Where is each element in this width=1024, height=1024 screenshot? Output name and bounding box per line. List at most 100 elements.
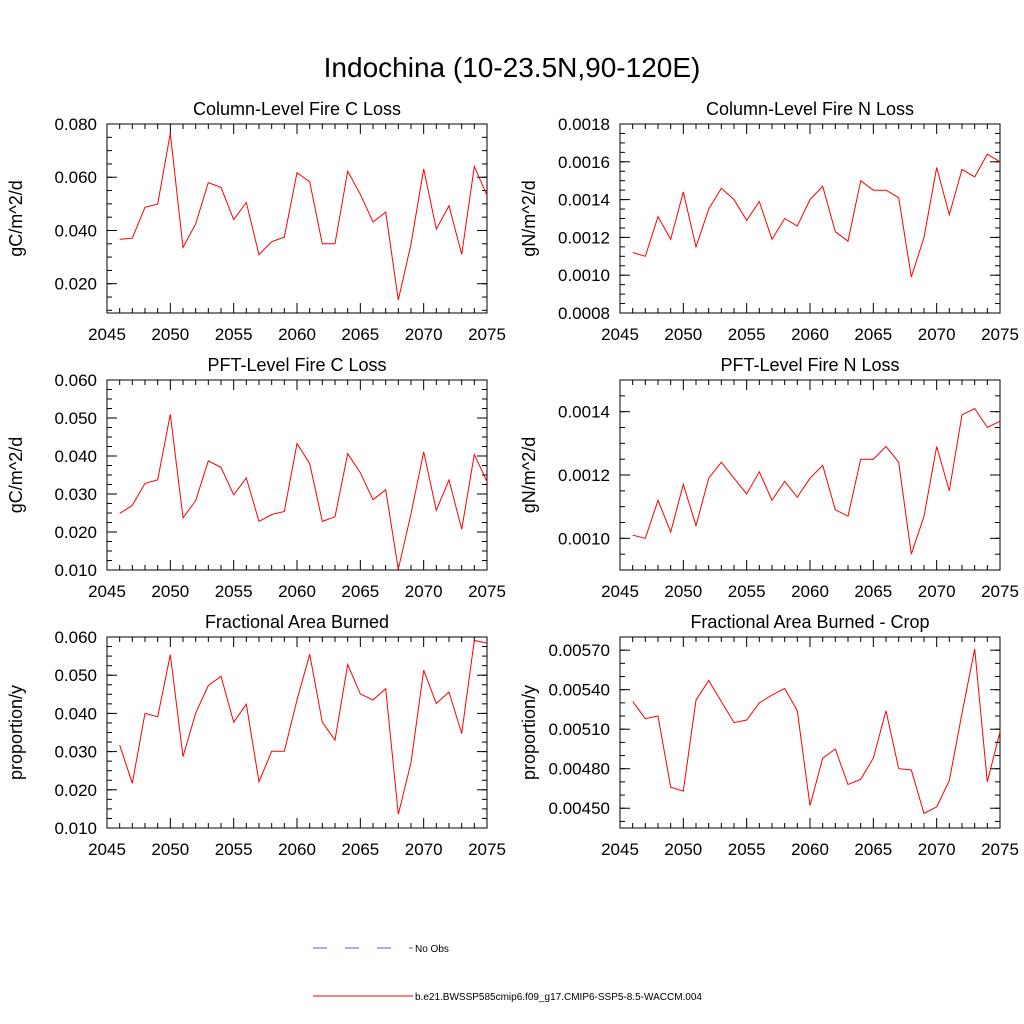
axis-ticks bbox=[106, 379, 488, 571]
y-axis-label: proportion/y bbox=[6, 685, 26, 780]
x-tick-label: 2070 bbox=[918, 840, 956, 859]
x-tick-label: 2050 bbox=[151, 840, 189, 859]
x-tick-label: 2050 bbox=[151, 582, 189, 601]
y-tick-label: 0.0014 bbox=[558, 191, 610, 210]
y-tick-label: 0.00540 bbox=[549, 681, 610, 700]
x-tick-label: 2050 bbox=[664, 582, 702, 601]
x-tick-label: 2070 bbox=[405, 325, 443, 344]
y-tick-label: 0.00450 bbox=[549, 799, 610, 818]
series-line-1 bbox=[632, 648, 1001, 815]
series-line-1 bbox=[632, 407, 1001, 555]
panels: 0.020 0.040 0.060 0.080 2045 2050 2055 2060 2065… bbox=[6, 99, 1019, 859]
y-tick-label: 0.030 bbox=[54, 743, 97, 762]
series-line-1 bbox=[119, 639, 488, 815]
y-tick-label: 0.040 bbox=[54, 704, 97, 723]
legend: No Obs b.e21.BWSSP585cmip6.f09_g17.CMIP6… bbox=[313, 944, 702, 1003]
y-tick-label: 0.060 bbox=[54, 628, 97, 647]
y-tick-label: 0.0012 bbox=[558, 466, 610, 485]
legend-label-model: b.e21.BWSSP585cmip6.f09_g17.CMIP6-SSP5-8… bbox=[415, 992, 702, 1003]
x-tick-label: 2070 bbox=[918, 582, 956, 601]
y-tick-label: 0.010 bbox=[54, 819, 97, 838]
y-axis-label: gC/m^2/d bbox=[6, 180, 26, 256]
y-axis-label: gN/m^2/d bbox=[519, 180, 539, 256]
chart-title: PFT-Level Fire N Loss bbox=[720, 355, 899, 375]
y-tick-label: 0.0012 bbox=[558, 228, 610, 247]
y-tick-label: 0.040 bbox=[54, 447, 97, 466]
y-tick-label: 0.0018 bbox=[558, 115, 610, 134]
x-tick-label: 2070 bbox=[405, 582, 443, 601]
chart-title: Fractional Area Burned bbox=[205, 612, 389, 632]
x-tick-label: 2075 bbox=[981, 840, 1019, 859]
y-tick-label: 0.0016 bbox=[558, 153, 610, 172]
x-tick-label: 2070 bbox=[405, 840, 443, 859]
y-tick-label: 0.0010 bbox=[558, 266, 610, 285]
x-tick-label: 2065 bbox=[854, 840, 892, 859]
y-tick-label: 0.050 bbox=[54, 409, 97, 428]
chart-panel-4: 0.0010 0.0012 0.0014 2045 2050 2055 2060 2065 20… bbox=[519, 355, 1019, 601]
x-tick-label: 2060 bbox=[278, 840, 316, 859]
x-tick-label: 2050 bbox=[151, 325, 189, 344]
y-tick-label: 0.030 bbox=[54, 485, 97, 504]
axis-ticks bbox=[619, 636, 1001, 828]
x-tick-label: 2060 bbox=[278, 582, 316, 601]
chart-panel-6: 0.00450 0.00480 0.00510 0.00540 0.00570 2045 2… bbox=[519, 612, 1019, 859]
x-tick-label: 2075 bbox=[468, 840, 506, 859]
y-tick-label: 0.060 bbox=[54, 371, 97, 390]
y-tick-label: 0.080 bbox=[54, 115, 97, 134]
x-tick-label: 2075 bbox=[468, 325, 506, 344]
series-line-1 bbox=[119, 133, 488, 301]
y-tick-label: 0.00480 bbox=[549, 760, 610, 779]
x-tick-label: 2075 bbox=[468, 582, 506, 601]
series-line-1 bbox=[632, 153, 1001, 278]
x-tick-label: 2065 bbox=[854, 582, 892, 601]
y-axis-label: proportion/y bbox=[519, 685, 539, 780]
x-tick-label: 2055 bbox=[728, 840, 766, 859]
x-tick-label: 2060 bbox=[791, 840, 829, 859]
x-tick-label: 2075 bbox=[981, 582, 1019, 601]
x-tick-label: 2075 bbox=[981, 325, 1019, 344]
y-tick-label: 0.00510 bbox=[549, 720, 610, 739]
y-axis-label: gC/m^2/d bbox=[6, 437, 26, 513]
x-tick-label: 2045 bbox=[601, 840, 639, 859]
y-tick-label: 0.00570 bbox=[549, 641, 610, 660]
axis-ticks bbox=[106, 123, 488, 313]
x-tick-label: 2055 bbox=[728, 582, 766, 601]
y-tick-label: 0.010 bbox=[54, 561, 97, 580]
x-tick-label: 2065 bbox=[341, 582, 379, 601]
x-tick-label: 2065 bbox=[341, 840, 379, 859]
chart-panel-3: 0.010 0.020 0.030 0.040 0.050 0.060 2045 2050 20… bbox=[6, 355, 506, 601]
x-tick-label: 2055 bbox=[215, 840, 253, 859]
x-tick-label: 2060 bbox=[791, 582, 829, 601]
x-tick-label: 2045 bbox=[601, 582, 639, 601]
axis-ticks bbox=[106, 636, 488, 829]
x-tick-label: 2065 bbox=[341, 325, 379, 344]
y-tick-label: 0.020 bbox=[54, 781, 97, 800]
figure-title: Indochina (10-23.5N,90-120E) bbox=[324, 52, 701, 83]
series-line-1 bbox=[119, 414, 488, 570]
x-tick-label: 2045 bbox=[601, 325, 639, 344]
y-tick-label: 0.050 bbox=[54, 666, 97, 685]
x-tick-label: 2055 bbox=[728, 325, 766, 344]
chart-panel-1: 0.020 0.040 0.060 0.080 2045 2050 2055 2060 2065… bbox=[6, 99, 506, 344]
chart-title: PFT-Level Fire C Loss bbox=[207, 355, 386, 375]
x-tick-label: 2050 bbox=[664, 840, 702, 859]
x-tick-label: 2055 bbox=[215, 582, 253, 601]
chart-title: Column-Level Fire C Loss bbox=[193, 99, 401, 119]
y-tick-label: 0.040 bbox=[54, 221, 97, 240]
axis-ticks bbox=[619, 123, 1001, 314]
x-tick-label: 2055 bbox=[215, 325, 253, 344]
x-tick-label: 2045 bbox=[88, 582, 126, 601]
y-axis-label: gN/m^2/d bbox=[519, 437, 539, 513]
chart-panel-2: 0.0008 0.0010 0.0012 0.0014 0.0016 0.0018 2045… bbox=[519, 99, 1019, 344]
y-tick-label: 0.020 bbox=[54, 275, 97, 294]
x-tick-label: 2060 bbox=[278, 325, 316, 344]
chart-panel-5: 0.010 0.020 0.030 0.040 0.050 0.060 2045 2050 20… bbox=[6, 612, 506, 859]
x-tick-label: 2060 bbox=[791, 325, 829, 344]
y-tick-label: 0.060 bbox=[54, 168, 97, 187]
chart-title: Fractional Area Burned - Crop bbox=[690, 612, 929, 632]
x-tick-label: 2070 bbox=[918, 325, 956, 344]
y-tick-label: 0.0014 bbox=[558, 403, 610, 422]
x-tick-label: 2065 bbox=[854, 325, 892, 344]
